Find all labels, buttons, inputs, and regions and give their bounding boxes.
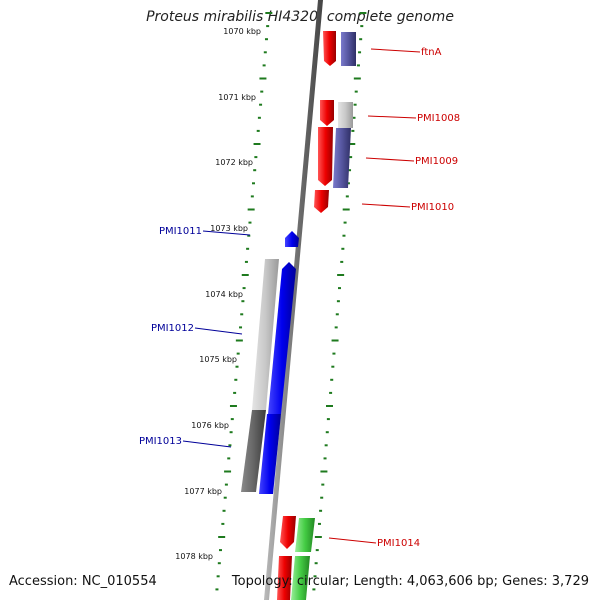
ruler-label: 1077 kbp	[184, 487, 222, 496]
ruler-labels: 1070 kbp 1071 kbp 1072 kbp 1073 kbp 1074…	[175, 27, 261, 561]
ruler-label: 1070 kbp	[223, 27, 261, 36]
feature-PMI1009	[333, 128, 351, 188]
gene-label-PMI1012[interactable]: PMI1012	[151, 323, 194, 334]
leader-PMI1011	[202, 230, 251, 236]
outer-feature-track	[291, 32, 356, 600]
accession-text: Accession: NC_010554	[9, 574, 157, 589]
ruler-label: 1073 kbp	[210, 224, 248, 233]
gene-label-PMI1009[interactable]: PMI1009	[415, 156, 458, 167]
genome-summary-text: Topology: circular; Length: 4,063,606 bp…	[231, 574, 589, 589]
gene-label-PMI1008[interactable]: PMI1008	[417, 113, 460, 124]
leader-PMI1010	[361, 203, 411, 208]
inner-feature-track	[241, 259, 279, 492]
gene-label-PMI1011[interactable]: PMI1011	[159, 226, 202, 237]
feature-PMI1008	[338, 102, 353, 128]
reverse-gene-labels: PMI1011 PMI1012 PMI1013	[139, 226, 202, 447]
leader-ftnA	[370, 48, 421, 53]
leader-PMI1013	[182, 440, 232, 448]
ruler-label: 1072 kbp	[215, 158, 253, 167]
forward-gene-labels: ftnA PMI1008 PMI1009 PMI1010 PMI1014	[377, 47, 460, 549]
gene-PMI1014[interactable]	[280, 516, 296, 549]
leader-PMI1014	[328, 537, 377, 544]
leader-lines	[182, 48, 421, 544]
map-title: Proteus mirabilis HI4320, complete genom…	[146, 9, 454, 25]
feature-PMI1012	[252, 259, 279, 410]
gene-PMI1013[interactable]	[259, 414, 281, 494]
ruler-label: 1075 kbp	[199, 355, 237, 364]
gene-PMI1012[interactable]	[268, 262, 296, 414]
ruler-label: 1078 kbp	[175, 552, 213, 561]
gene-PMI1011[interactable]	[285, 231, 299, 247]
ruler-label: 1071 kbp	[218, 93, 256, 102]
leader-PMI1009	[365, 157, 415, 162]
feature-PMI1014	[295, 518, 315, 552]
outer-ruler	[312, 12, 367, 591]
feature-green-partial	[291, 556, 310, 600]
gene-PMI1010[interactable]	[314, 190, 329, 213]
feature-PMI1013	[241, 410, 266, 492]
inner-ruler	[215, 12, 273, 591]
feature-ftnA	[341, 32, 356, 66]
leader-PMI1012	[194, 327, 243, 335]
reverse-strand-genes	[259, 231, 299, 494]
gene-label-PMI1013[interactable]: PMI1013	[139, 436, 182, 447]
gene-PMI1008[interactable]	[320, 100, 334, 126]
ruler-label: 1074 kbp	[205, 290, 243, 299]
gene-forward-partial	[277, 556, 292, 600]
gene-PMI1009[interactable]	[318, 127, 333, 186]
gene-label-PMI1010[interactable]: PMI1010	[411, 202, 454, 213]
gene-label-ftnA[interactable]: ftnA	[421, 47, 442, 58]
ruler-label: 1076 kbp	[191, 421, 229, 430]
forward-strand-genes	[277, 31, 336, 600]
leader-PMI1008	[367, 115, 417, 119]
genome-backbone	[264, 0, 323, 600]
gene-label-PMI1014[interactable]: PMI1014	[377, 538, 420, 549]
gene-ftnA[interactable]	[323, 31, 336, 66]
